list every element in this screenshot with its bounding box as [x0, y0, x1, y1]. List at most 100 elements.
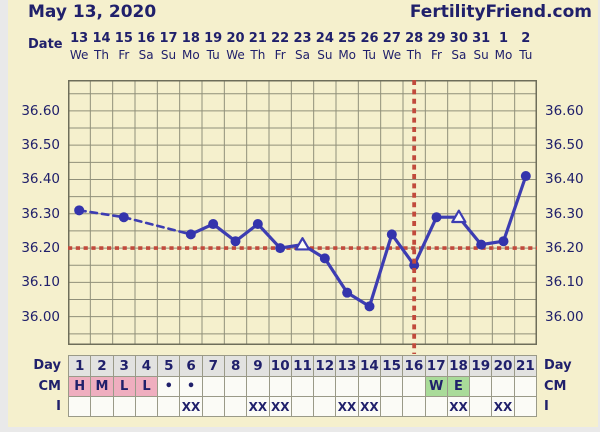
weekday-cell: Tu [519, 48, 533, 62]
day-cell: 20 [492, 356, 515, 377]
date-number-cell: 31 [472, 31, 491, 46]
cm-row-label-left: CM [38, 379, 61, 394]
temp-point [342, 287, 353, 298]
weekday-cell: Mo [494, 48, 513, 62]
temp-line-segment [412, 215, 439, 267]
date-number-cell: 26 [360, 31, 379, 46]
date-axis-weekdays: We Th Fr Sa Su Mo Tu We Th Fr Sa Su Mo Tu We Th Fr Sa Su Mo… [68, 48, 537, 63]
cm-cell: W [425, 377, 448, 397]
cm-row-label-right: CM [544, 379, 567, 394]
date-number-cell: 30 [449, 31, 468, 46]
day-cell: 17 [425, 356, 448, 377]
date-number-cell: 16 [137, 31, 156, 46]
date-number-cell: 2 [521, 31, 531, 46]
day-row-label-right: Day [544, 358, 572, 373]
day-cell: 8 [225, 356, 248, 377]
cm-cell [358, 377, 381, 397]
y-tick-label-left: 36.50 [21, 137, 60, 154]
date-number-cell: 27 [382, 31, 401, 46]
intercourse-cell: XX [247, 397, 270, 417]
y-tick-label-left: 36.00 [21, 308, 60, 325]
intercourse-cell [291, 397, 315, 417]
date-number-cell: 29 [427, 31, 446, 46]
weekday-cell: Th [94, 48, 109, 62]
intercourse-cell [425, 397, 448, 417]
day-cell: 16 [403, 356, 426, 377]
intercourse-cell [113, 397, 136, 417]
intercourse-cell [514, 397, 537, 417]
cm-cell: E [447, 377, 471, 397]
date-number-cell: 23 [293, 31, 312, 46]
temp-line-segment [122, 215, 193, 236]
date-number-cell: 22 [271, 31, 290, 46]
intercourse-cell [202, 397, 225, 417]
day-cell: 21 [514, 356, 537, 377]
cm-cell: • [158, 377, 181, 397]
date-number-cell: 28 [405, 31, 424, 46]
intercourse-cell [225, 397, 248, 417]
day-cell: 7 [202, 356, 225, 377]
date-number-cell: 25 [338, 31, 357, 46]
weekday-cell: Tu [362, 48, 377, 62]
temp-line-segment [256, 222, 282, 250]
day-cell: 4 [135, 356, 159, 377]
brand-link[interactable]: FertilityFriend.com [409, 2, 592, 22]
temp-point [319, 253, 330, 264]
cm-cell [403, 377, 426, 397]
cm-cell: • [180, 377, 203, 397]
intercourse-cell: XX [358, 397, 381, 417]
weekday-cell: Su [317, 48, 333, 62]
intercourse-row: I XX XX XX XX XX XX XX I [8, 397, 598, 417]
intercourse-cell [403, 397, 426, 417]
temp-point [208, 219, 219, 230]
intercourse-cell [91, 397, 114, 417]
day-cell: 15 [381, 356, 404, 377]
cm-cell [492, 377, 515, 397]
weekday-cell: Fr [118, 48, 130, 62]
intercourse-cell: XX [269, 397, 292, 417]
temp-point [386, 229, 397, 240]
weekday-cell: Su [160, 48, 177, 62]
day-cell: 9 [247, 356, 270, 377]
weekday-cell: Sa [295, 48, 310, 62]
day-cell: 11 [291, 356, 315, 377]
intercourse-cell: XX [336, 397, 359, 417]
date-number-cell: 24 [315, 31, 334, 46]
day-cell: 12 [314, 356, 337, 377]
intercourse-cell [470, 397, 493, 417]
chart-page: May 13, 2020 FertilityFriend.com Date 13… [8, 0, 598, 427]
temp-point [476, 239, 487, 250]
date-number-cell: 14 [92, 31, 111, 46]
temp-point [275, 243, 286, 254]
y-tick-label-right: 36.00 [545, 308, 584, 325]
temp-point [520, 171, 531, 182]
cm-cell [291, 377, 315, 397]
weekday-cell: Sa [138, 48, 154, 62]
temp-point [431, 212, 442, 223]
cm-cell [225, 377, 248, 397]
temp-line-segment [77, 209, 126, 219]
bbt-chart [68, 80, 537, 356]
day-row-label-left: Day [33, 358, 61, 373]
temp-point [252, 219, 263, 230]
temp-point [364, 301, 375, 312]
temp-point [185, 229, 196, 240]
weekday-cell: Tu [206, 48, 220, 62]
temp-point [118, 212, 129, 223]
cm-cell: M [91, 377, 114, 397]
day-cell: 3 [113, 356, 136, 377]
cm-cell [336, 377, 359, 397]
cm-cell [381, 377, 404, 397]
weekday-cell: Mo [338, 48, 357, 62]
intercourse-cell [158, 397, 181, 417]
weekday-cell: Mo [181, 48, 200, 62]
weekday-cell: Sa [451, 48, 467, 62]
day-cell: 19 [470, 356, 493, 377]
y-tick-label-right: 36.50 [545, 137, 584, 154]
date-number-cell: 13 [70, 31, 89, 46]
day-cell: 2 [91, 356, 114, 377]
date-axis-numbers: 13 14 15 16 17 18 19 20 21 22 23 24 25 26 27 28 29 30 31 1 2 [68, 31, 537, 47]
day-cell: 13 [336, 356, 359, 377]
date-number-cell: 21 [248, 31, 267, 46]
intercourse-row-label-left: I [56, 399, 61, 414]
